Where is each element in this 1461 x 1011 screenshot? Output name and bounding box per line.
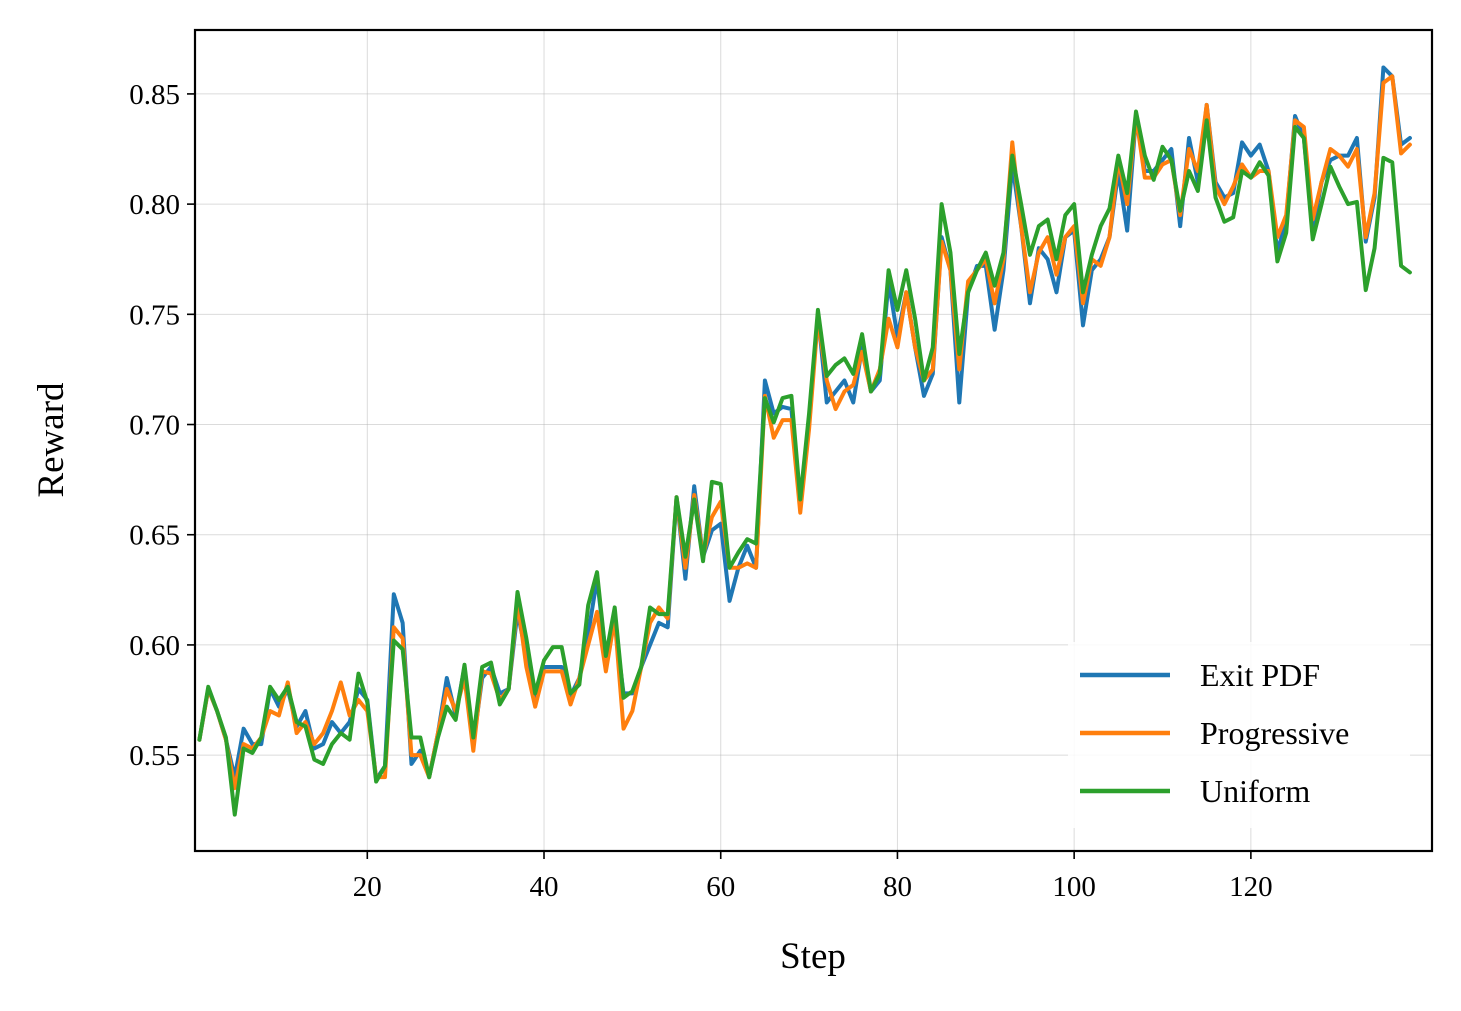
axis-ticks: 20 40 60 80 100 120 0.55 0.60 0.65 0.70 0.75 0.80 0.…	[129, 79, 1272, 903]
y-tick-label: 0.80	[129, 189, 180, 221]
plot-area-frame	[193, 28, 1434, 853]
x-tick-label: 40	[530, 871, 559, 903]
y-tick-label: 0.60	[129, 630, 180, 662]
x-tick-label: 80	[883, 871, 912, 903]
grid	[195, 30, 1432, 851]
y-tick-label: 0.75	[129, 299, 180, 331]
legend-item-exit-pdf: Exit PDF	[1080, 657, 1320, 693]
x-tick-label: 100	[1052, 871, 1096, 903]
legend-label: Uniform	[1200, 773, 1310, 809]
y-tick-label: 0.85	[129, 79, 180, 111]
x-axis-title: Step	[780, 936, 846, 977]
legend: Exit PDF Progressive Uniform	[1068, 642, 1410, 828]
x-tick-label: 20	[353, 871, 382, 903]
legend-label: Exit PDF	[1200, 657, 1320, 693]
series-line-uniform	[197, 109, 1412, 817]
x-tick-label: 120	[1229, 871, 1273, 903]
series-layer	[197, 65, 1412, 817]
y-tick-label: 0.70	[129, 410, 180, 442]
x-tick-label: 60	[706, 871, 735, 903]
y-tick-label: 0.55	[129, 740, 180, 772]
y-axis-title: Reward	[31, 382, 72, 498]
legend-item-uniform: Uniform	[1080, 773, 1310, 809]
y-tick-label: 0.65	[129, 520, 180, 552]
legend-label: Progressive	[1200, 715, 1349, 751]
legend-item-progressive: Progressive	[1080, 715, 1349, 751]
